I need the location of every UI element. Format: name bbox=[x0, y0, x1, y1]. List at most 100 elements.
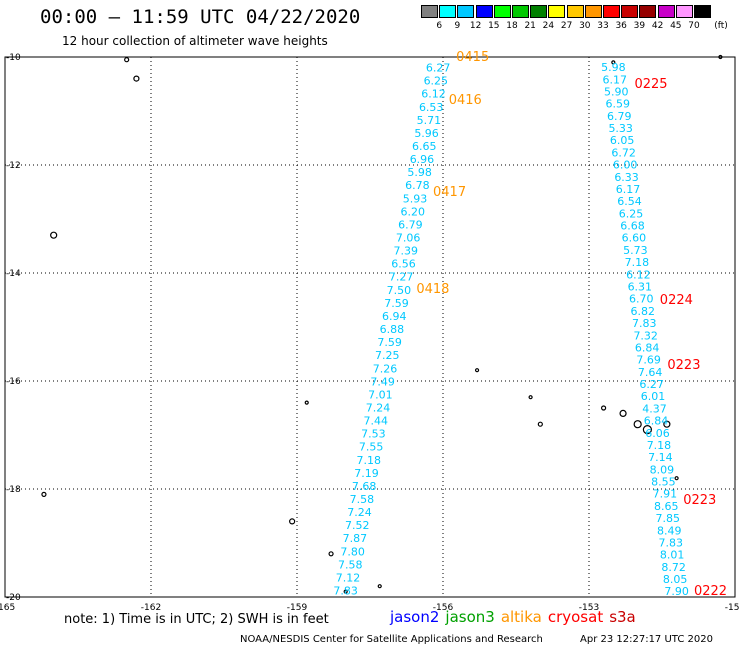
pass-time-label: 0223 bbox=[667, 358, 700, 373]
lon-tick-label: -162 bbox=[141, 603, 161, 613]
island-outline bbox=[600, 405, 607, 411]
colorbar-swatch bbox=[512, 5, 529, 18]
swh-value: 7.53 bbox=[361, 428, 386, 441]
legend-altika: altika bbox=[500, 608, 542, 626]
colorbar-swatch bbox=[475, 5, 493, 18]
swh-value: 7.25 bbox=[375, 349, 400, 362]
swh-value: 7.18 bbox=[647, 439, 672, 452]
lat-tick-label: -20 bbox=[6, 593, 21, 603]
swh-value: 8.72 bbox=[661, 561, 686, 574]
swh-value: 7.26 bbox=[373, 362, 398, 375]
swh-value: 7.27 bbox=[389, 271, 414, 284]
island-outline bbox=[633, 420, 642, 429]
swh-value: 7.55 bbox=[359, 441, 384, 454]
swh-value: 7.85 bbox=[656, 512, 681, 525]
swh-value: 7.83 bbox=[632, 317, 657, 330]
colorbar-label: 9 bbox=[454, 21, 461, 31]
colorbar-swatch bbox=[457, 5, 475, 18]
swh-value: 7.12 bbox=[336, 571, 361, 584]
swh-value: 5.71 bbox=[417, 114, 442, 127]
colorbar-swatch bbox=[584, 5, 602, 18]
swh-value: 6.01 bbox=[641, 390, 666, 403]
island-outline bbox=[674, 476, 679, 481]
swh-value: 8.49 bbox=[657, 524, 682, 537]
pass-time-label: 0224 bbox=[660, 293, 693, 308]
swh-value: 6.72 bbox=[611, 146, 636, 159]
swh-value: 8.05 bbox=[663, 573, 688, 586]
island-outline bbox=[304, 400, 309, 405]
swh-value: 6.79 bbox=[398, 218, 423, 231]
swh-value: 7.24 bbox=[366, 401, 391, 414]
colorbar-label: 33 bbox=[597, 21, 609, 31]
swh-value: 6.94 bbox=[382, 310, 407, 323]
colorbar-label: 39 bbox=[633, 21, 646, 31]
colorbar-swatch bbox=[603, 5, 620, 18]
swh-value: 7.39 bbox=[394, 245, 419, 258]
swh-value: 6.27 bbox=[426, 62, 451, 75]
lon-tick-label: -153 bbox=[579, 603, 599, 613]
swh-value: 5.93 bbox=[403, 192, 428, 205]
swh-value: 6.68 bbox=[620, 220, 645, 233]
swh-value: 7.18 bbox=[625, 256, 650, 269]
swh-value: 6.25 bbox=[619, 207, 644, 220]
swh-value: 7.58 bbox=[338, 558, 363, 571]
swh-value: 6.53 bbox=[419, 101, 444, 114]
island-outline bbox=[718, 54, 723, 60]
island-outline bbox=[642, 425, 653, 435]
swh-value: 7.06 bbox=[396, 232, 421, 245]
swh-value: 6.31 bbox=[628, 281, 653, 294]
swh-value: 8.65 bbox=[654, 500, 679, 513]
island-outline bbox=[611, 60, 616, 65]
swh-value: 7.14 bbox=[648, 451, 673, 464]
swh-value: 6.00 bbox=[613, 159, 638, 172]
legend-s3a: s3a bbox=[609, 608, 636, 626]
legend-jason3: jason3 bbox=[445, 608, 495, 626]
colorbar-swatch bbox=[566, 5, 584, 18]
swh-value: 7.83 bbox=[333, 585, 358, 598]
island-outline bbox=[41, 491, 47, 497]
island-outline bbox=[619, 409, 627, 417]
swh-value: 7.49 bbox=[370, 375, 395, 388]
lon-tick-label: -165 bbox=[0, 603, 15, 613]
island-outline bbox=[133, 75, 140, 82]
lon-tick-label: -156 bbox=[433, 603, 454, 613]
generated-timestamp: Apr 23 12:27:17 UTC 2020 bbox=[580, 634, 713, 645]
colorbar-label: 21 bbox=[524, 21, 536, 31]
swh-value: 6.78 bbox=[405, 179, 430, 192]
swh-value: 6.79 bbox=[607, 110, 632, 123]
colorbar-label: 30 bbox=[579, 21, 591, 31]
swh-value: 6.65 bbox=[412, 140, 437, 153]
colorbar-swatch bbox=[493, 5, 511, 18]
lat-tick-label: -18 bbox=[6, 485, 21, 495]
colorbar-label: 12 bbox=[469, 21, 482, 31]
lon-tick-label: -150 bbox=[725, 603, 740, 613]
island-outline bbox=[124, 57, 130, 63]
pass-time-label: 0415 bbox=[456, 50, 489, 65]
swh-value: 6.12 bbox=[421, 88, 446, 101]
swh-value: 6.84 bbox=[635, 341, 660, 354]
swh-value: 7.50 bbox=[387, 284, 412, 297]
swh-value: 6.54 bbox=[617, 195, 642, 208]
swh-value: 6.25 bbox=[424, 75, 449, 88]
lon-tick-label: -159 bbox=[287, 603, 308, 613]
colorbar-swatch bbox=[675, 5, 693, 18]
swh-value: 7.64 bbox=[638, 366, 663, 379]
swh-value: 7.90 bbox=[664, 585, 689, 598]
colorbar-swatch bbox=[639, 5, 657, 18]
colorbar-label: 36 bbox=[615, 21, 627, 31]
swh-value: 8.01 bbox=[660, 549, 685, 562]
island-outline bbox=[537, 421, 543, 427]
pass-time-label: 0225 bbox=[634, 77, 667, 92]
island-outline bbox=[377, 584, 382, 589]
island-outline bbox=[328, 551, 334, 557]
island-outline bbox=[663, 420, 671, 428]
page-title: 00:00 – 11:59 UTC 04/22/2020 bbox=[40, 6, 361, 28]
swh-value: 5.73 bbox=[623, 244, 648, 257]
swh-value: 7.59 bbox=[377, 336, 402, 349]
swh-value: 6.20 bbox=[400, 205, 425, 218]
lat-tick-label: -16 bbox=[6, 377, 21, 387]
swh-value: 7.01 bbox=[368, 388, 393, 401]
swh-value: 7.18 bbox=[357, 454, 382, 467]
colorbar-label: 15 bbox=[488, 21, 500, 31]
pass-time-label: 0223 bbox=[683, 493, 716, 508]
